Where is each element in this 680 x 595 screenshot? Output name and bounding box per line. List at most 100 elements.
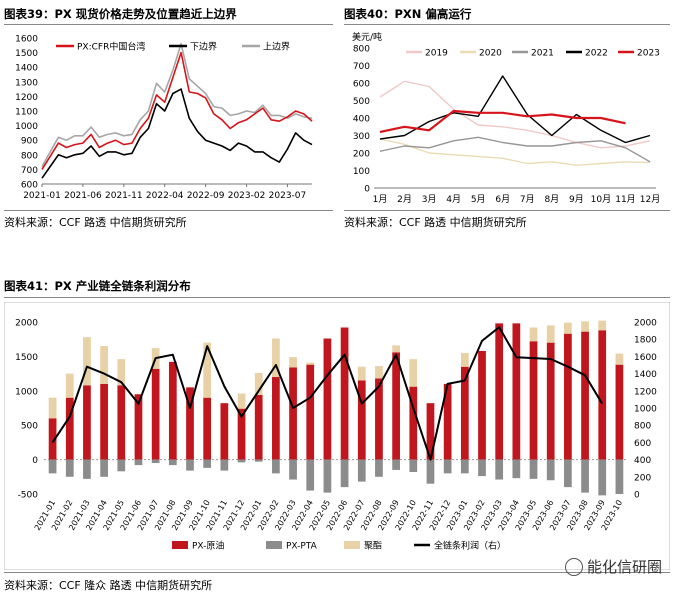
fig41-bar-polyester: [375, 366, 383, 379]
fig41-bar-polyester: [272, 338, 280, 378]
fig41-legend-label: PX-原油: [192, 540, 224, 552]
fig41-bar-px-crude: [289, 367, 297, 460]
fig40-xtick-label: 12月: [640, 194, 660, 205]
fig41-bar-px-crude: [581, 331, 589, 460]
fig41-bar-polyester: [409, 359, 418, 387]
fig41-bar-px-pta: [495, 459, 504, 480]
fig41-bar-px-crude: [615, 364, 624, 460]
fig41-bar-px-pta: [100, 459, 108, 477]
fig41-bar-px-pta: [237, 459, 246, 463]
fig41-bar-px-pta: [375, 459, 383, 477]
fig39-series-line: [41, 51, 313, 170]
fig39-title: 图表39：PX 现货价格走势及位置趋近上边界: [4, 7, 237, 21]
fig41-ytick-right-label: 0: [634, 491, 640, 501]
fig40-series-line: [379, 80, 651, 149]
fig40-ytick-label: 300: [353, 132, 370, 142]
fig41-bar-polyester: [117, 359, 126, 386]
fig41-bar-px-pta: [392, 459, 400, 470]
fig41-bar-px-pta: [134, 459, 143, 466]
fig41-chart: -500 0 500 1000 1500 2000 0 200 400 600 800 1000 120…: [4, 302, 670, 570]
fig41-legend-label: 全链条利润（右）: [434, 540, 506, 552]
fig41-ytick-right-label: 1600: [634, 353, 657, 363]
fig41-bar-px-crude: [478, 350, 486, 460]
fig39-bottom-rule: [4, 210, 333, 211]
fig41-bar-px-pta: [478, 459, 486, 477]
fig40-xtick-label: 11月: [615, 194, 635, 205]
fig40-series-line: [379, 136, 651, 163]
fig41-bar-px-pta: [151, 459, 160, 464]
fig40-legend-label: 2020: [479, 49, 502, 59]
fig40-title: 图表40：PXN 偏高运行: [344, 7, 472, 21]
fig41-bar-px-crude: [529, 341, 538, 460]
fig41-ytick-label: 500: [21, 422, 38, 432]
fig41-ytick-label: -500: [18, 491, 39, 501]
fig41-bar-px-crude: [186, 387, 194, 460]
fig41-bar-polyester: [83, 337, 91, 386]
fig39-xtick-label: 2023-07: [269, 191, 307, 201]
fig41-bar-px-pta: [546, 459, 555, 481]
fig39-ytick-label: 1100: [15, 108, 38, 118]
wechat-icon: [564, 557, 583, 576]
fig41-bar-px-crude: [237, 408, 246, 460]
fig40-title-rule: [344, 24, 670, 25]
fig41-bar-px-pta: [254, 459, 263, 462]
fig41-bar-px-pta: [289, 459, 297, 480]
fig40-xtick-label: 9月: [569, 194, 584, 205]
fig40-xtick-label: 10月: [591, 194, 611, 205]
fig40-legend-label: 2022: [585, 49, 608, 59]
fig41-bar-px-crude: [323, 338, 332, 460]
fig41-source: 资料来源：CCF 隆众 路透 中信期货研究所: [4, 579, 213, 592]
fig40-xtick-label: 7月: [520, 194, 535, 205]
fig41-bar-polyester: [237, 393, 246, 409]
fig41-title: 图表41：PX 产业链全链条利润分布: [4, 279, 191, 293]
fig41-ytick-label: 1000: [15, 387, 38, 397]
fig39-xtick-label: 2021-01: [23, 191, 61, 201]
fig41-bar-polyester: [615, 353, 624, 365]
fig41-bar-polyester: [546, 325, 555, 343]
fig41-bar-px-pta: [186, 459, 194, 471]
fig41-bar-polyester: [65, 373, 74, 398]
fig41-ytick-label: 0: [32, 456, 38, 466]
fig39-legend-label: PX:CFR中国台湾: [77, 41, 145, 53]
fig41-bar-px-crude: [598, 330, 607, 460]
fig40-ytick-label: 800: [353, 45, 370, 55]
fig39-ytick-label: 1300: [15, 78, 38, 88]
fig41-ytick-right-label: 1800: [634, 336, 657, 346]
fig40-source: 资料来源：CCF 路透 中信期货研究所: [344, 216, 527, 229]
fig41-bar-px-pta: [220, 459, 229, 471]
fig39-legend-label: 下边界: [190, 42, 217, 53]
watermark-text: 能化信研圈: [586, 558, 662, 576]
fig41-bar-px-crude: [134, 394, 143, 460]
fig40-xtick-label: 3月: [422, 194, 437, 205]
fig41-legend-swatch: [266, 541, 282, 549]
fig41-ytick-right-label: 600: [634, 439, 651, 449]
fig41-bar-polyester: [598, 320, 607, 331]
fig41-bar-polyester: [460, 352, 469, 367]
fig39-ytick-label: 600: [21, 181, 38, 191]
fig39-ytick-label: 1000: [15, 122, 38, 132]
fig39-legend-label: 上边界: [263, 42, 290, 53]
fig39-xtick-label: 2021-06: [64, 191, 102, 201]
fig41-bar-px-crude: [426, 403, 435, 460]
fig41-bar-px-pta: [357, 459, 366, 482]
fig39-ytick-label: 800: [21, 151, 38, 161]
fig41-bar-px-pta: [443, 459, 452, 474]
fig41-legend-label: PX-PTA: [286, 542, 318, 552]
fig41-bar-px-pta: [529, 459, 538, 479]
fig41-ytick-right-label: 1000: [634, 405, 657, 415]
fig41-ytick-right-label: 1400: [634, 370, 657, 380]
fig39-xtick-label: 2022-09: [187, 191, 225, 201]
fig41-bar-px-crude: [220, 403, 229, 460]
fig41-bar-px-crude: [48, 418, 57, 460]
fig39-ytick-label: 900: [21, 137, 38, 147]
fig41-ytick-right-label: 400: [634, 456, 651, 466]
fig40-series-line: [379, 109, 626, 134]
fig41-bar-px-pta: [203, 459, 212, 468]
fig41-bar-px-pta: [117, 459, 126, 472]
fig40-ylabel: 美元/吨: [352, 31, 382, 43]
fig41-bar-px-pta: [460, 459, 469, 474]
fig41-ytick-right-label: 2000: [634, 319, 657, 329]
fig39-ytick-label: 700: [21, 166, 38, 176]
fig41-bar-polyester: [529, 327, 538, 342]
fig41-bar-px-pta: [581, 459, 589, 493]
